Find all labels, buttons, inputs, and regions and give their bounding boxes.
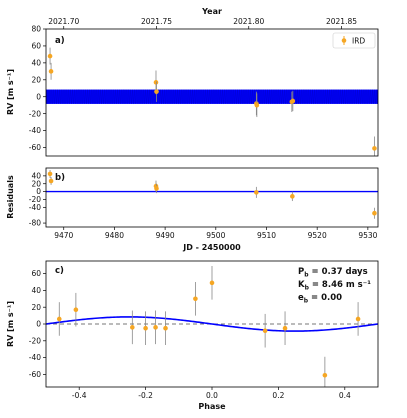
x-tick-label: 9490 [156,231,175,240]
data-point [143,325,148,331]
data-point [47,171,53,177]
phase-model-sinusoid [46,316,378,332]
year-axis-label: Year [201,7,222,16]
data-point [262,328,268,334]
y-tick-label: 60 [31,42,41,51]
y-tick-label: 40 [31,171,41,180]
x-tick-label: 9530 [358,231,377,240]
panel-a: -60 -40 -20 0 20 40 60 80 2021.70 2021.75 2021.80… [6,7,379,157]
x-tick-label: -0.2 [138,391,153,400]
x-tick-label: 0.4 [339,391,351,400]
panel-b-y-label: Residuals [6,175,15,219]
panel-a-y-ticks: -60 -40 -20 0 20 40 60 80 [29,25,46,152]
data-point [372,146,377,151]
year-tick-label: 2021.75 [141,17,172,26]
x-tick-label: 9480 [105,231,124,240]
phase-data-points [56,266,361,387]
panel-a-label: a) [55,36,65,46]
y-tick-label: -20 [29,336,41,345]
y-tick-label: 40 [31,286,41,295]
panel-c-y-ticks: -60 -40 -20 0 20 40 60 [29,269,46,379]
x-tick-label: 9510 [257,231,276,240]
x-tick-label: 0.2 [272,391,284,400]
y-tick-label: 80 [31,25,41,34]
panel-b-label: b) [55,173,65,183]
x-tick-label: 9500 [206,231,225,240]
y-tick-label: -40 [29,353,41,362]
y-tick-label: -80 [29,219,41,228]
data-point [254,102,260,108]
panel-c: -60 -40 -20 0 20 40 60 -0.4 -0.2 0.0 0.2 0.4 c) Ph… [6,260,379,411]
data-point [56,316,62,322]
x-tick-label: -0.4 [72,391,87,400]
data-point [154,89,159,94]
semi-amplitude-annotation: Kb = 8.46 m s⁻¹ [298,280,371,292]
data-point [153,80,159,85]
y-tick-label: -40 [29,126,41,135]
y-tick-label: 40 [31,58,41,67]
panel-c-x-ticks: -0.4 -0.2 0.0 0.2 0.4 [72,387,351,400]
y-tick-label: 20 [31,179,41,188]
panel-b-x-ticks: 9470 9480 9490 9500 9510 9520 9530 [54,227,378,240]
year-tick-label: 2021.80 [233,17,264,26]
orbit-parameters: Pb = 0.37 days Kb = 8.46 m s⁻¹ eb = 0.00 [298,267,371,305]
data-point [154,186,159,191]
y-tick-label: -40 [29,203,41,212]
data-point [290,194,295,199]
panel-b-x-label: JD - 2450000 [182,243,241,252]
data-point [153,325,158,330]
data-point [163,325,168,331]
legend: IRD [332,32,376,49]
year-axis-ticks: 2021.70 2021.75 2021.80 2021.85 [48,17,357,29]
y-tick-label: 20 [31,303,41,312]
y-tick-label: 0 [36,92,41,101]
year-tick-label: 2021.70 [48,17,79,26]
panel-a-y-label: RV [m s⁻¹] [6,69,15,115]
rv-data-points [47,47,377,156]
data-point [47,53,53,59]
y-tick-label: 0 [36,320,41,329]
data-point [355,316,361,322]
x-tick-label: 9520 [308,231,327,240]
data-point [209,280,215,286]
period-annotation: Pb = 0.37 days [298,267,368,279]
data-point [193,296,198,302]
panel-c-y-label: RV [m s⁻¹] [6,301,15,347]
legend-marker [341,38,347,43]
year-tick-label: 2021.85 [326,17,357,26]
y-tick-label: -20 [29,195,41,204]
y-tick-label: -60 [29,370,41,379]
phase-model-curve [46,316,378,332]
y-tick-label: 60 [31,269,41,278]
data-point [322,372,328,378]
data-point [73,307,79,313]
data-point [130,325,135,330]
panel-b-frame [45,167,379,228]
data-point [48,178,54,184]
y-tick-label: 0 [36,187,41,196]
model-curve [46,88,378,105]
panel-a-frame [45,28,379,157]
data-point [372,210,377,216]
data-point [254,190,259,195]
panel-c-x-label: Phase [198,402,226,411]
eccentricity-annotation: eb = 0.00 [298,293,342,305]
x-tick-label: 0.0 [206,391,218,400]
rv-model-band [46,88,378,105]
residual-data-points [47,169,377,219]
y-tick-label: -20 [29,109,41,118]
x-tick-label: 9470 [54,231,73,240]
data-point [290,98,296,104]
data-point [282,325,288,331]
panel-c-label: c) [55,266,64,276]
y-tick-label: 20 [31,75,41,84]
data-point [48,69,54,74]
legend-label: IRD [352,37,365,46]
y-tick-label: -60 [29,143,41,152]
